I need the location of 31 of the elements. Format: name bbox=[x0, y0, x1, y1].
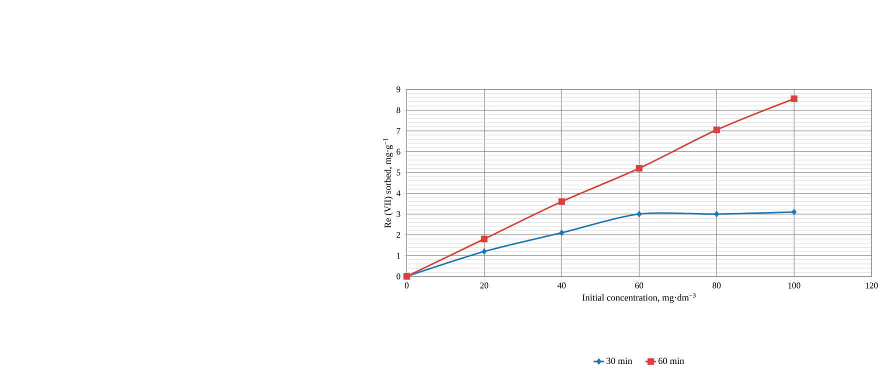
legend-label: 30 min bbox=[606, 358, 632, 364]
y-tick-label: 7 bbox=[396, 128, 400, 134]
y-tick-label: 3 bbox=[396, 211, 400, 218]
y-tick-label: 0 bbox=[396, 274, 400, 280]
point bbox=[636, 165, 642, 172]
x-tick-label: 60 bbox=[635, 282, 644, 289]
point bbox=[714, 210, 720, 218]
x-tick-label: 40 bbox=[558, 282, 566, 289]
point bbox=[559, 230, 564, 236]
x-tick-label: 120 bbox=[866, 282, 878, 289]
x-tick-label: 0 bbox=[404, 282, 409, 289]
x-tick-label: 100 bbox=[788, 282, 800, 289]
y-tick-label: 1 bbox=[397, 252, 400, 259]
point bbox=[480, 236, 488, 242]
point bbox=[636, 210, 642, 218]
y-tick-label: 5 bbox=[396, 170, 400, 176]
y-tick-label: 8 bbox=[396, 107, 400, 114]
y-tick-label: 9 bbox=[396, 86, 400, 92]
point bbox=[713, 126, 720, 134]
x-tick-label: 80 bbox=[712, 282, 721, 289]
y-tick-label: 2 bbox=[396, 232, 400, 238]
y-tick-label: 4 bbox=[396, 190, 400, 196]
point bbox=[792, 208, 797, 216]
y-axis-title: Re (VII) sorbed, mg·g$^{−1}$ bbox=[383, 138, 393, 228]
y-tick-label: 6 bbox=[396, 148, 400, 155]
x-tick-label: 20 bbox=[480, 282, 488, 289]
x-axis-title: Initial concentration, mg·dm$^{−3}$ bbox=[582, 293, 696, 303]
legend-label: 60 min bbox=[658, 358, 684, 364]
point bbox=[558, 198, 565, 206]
point bbox=[790, 96, 798, 102]
point bbox=[482, 248, 487, 255]
